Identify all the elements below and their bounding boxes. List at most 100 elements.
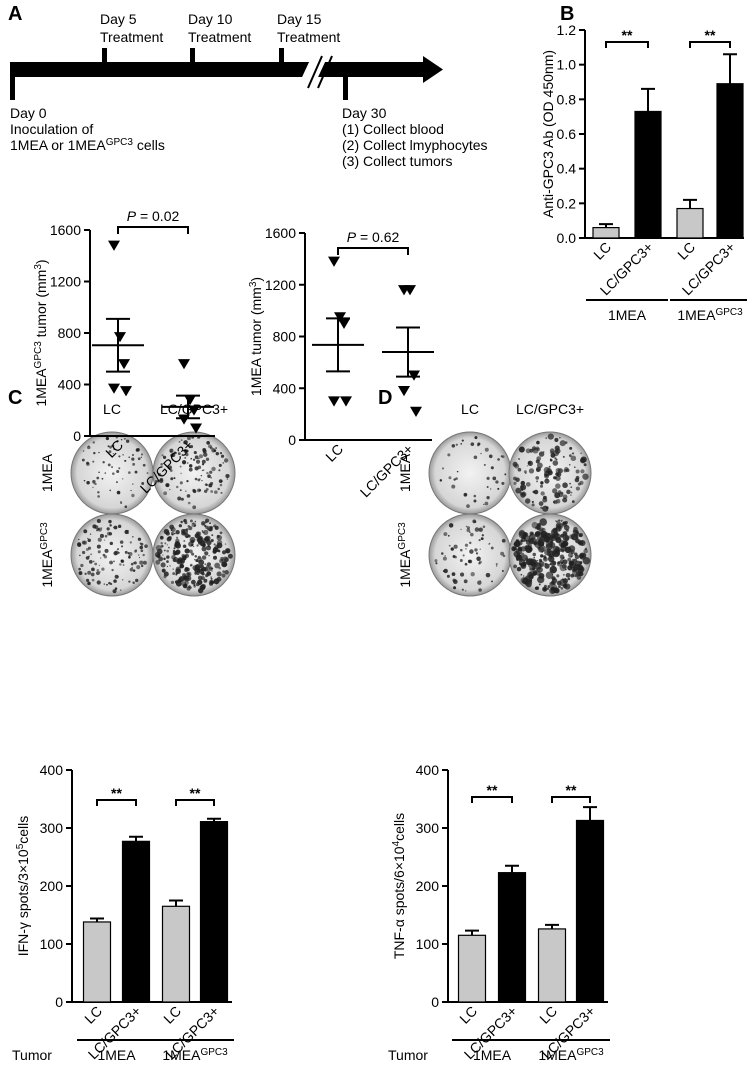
text-part: 1MEA tumor (mm — [248, 287, 264, 396]
spot — [554, 457, 557, 460]
spot — [496, 565, 498, 567]
spot — [188, 549, 193, 554]
spot — [101, 567, 105, 571]
spot — [202, 523, 205, 525]
spot — [517, 540, 523, 546]
spot — [474, 548, 478, 552]
spot — [210, 576, 212, 578]
y-tick-label: 0.0 — [557, 230, 577, 246]
superscript: GPC3 — [576, 1047, 604, 1058]
point — [108, 240, 120, 251]
spot — [140, 456, 143, 459]
spot — [192, 522, 195, 525]
timeline-text: 1MEA or 1MEAGPC3 cells — [10, 137, 165, 154]
spot — [539, 518, 547, 526]
spot — [189, 536, 196, 543]
spot — [107, 445, 110, 448]
spot — [216, 571, 222, 577]
spot — [559, 564, 567, 572]
spot — [136, 565, 141, 570]
error-bar — [641, 87, 655, 112]
spot — [214, 490, 218, 494]
spot — [575, 530, 579, 534]
spot — [168, 546, 170, 549]
superscript: 3 — [33, 264, 44, 270]
spot — [580, 452, 582, 454]
spot — [186, 567, 190, 572]
spot — [156, 479, 160, 483]
spot — [441, 552, 444, 555]
spot — [559, 436, 561, 439]
y-axis-label: Anti-GPC3 Ab (OD 450nm) — [540, 50, 556, 218]
spot — [116, 469, 120, 474]
spot — [96, 529, 99, 532]
column-label: LC/GPC3+ — [516, 401, 584, 417]
timeline-day: Day 0 — [10, 105, 47, 121]
spot — [544, 584, 547, 588]
spot — [92, 560, 95, 563]
y-axis-label: 1MEA tumor (mm3) — [248, 277, 265, 396]
spot — [122, 564, 125, 567]
spot — [448, 544, 451, 547]
spot — [562, 455, 565, 458]
italic-part: P — [347, 229, 357, 245]
spot — [536, 447, 540, 452]
spot — [77, 542, 82, 547]
spot — [182, 583, 188, 589]
spot — [555, 468, 561, 473]
spot — [500, 455, 503, 458]
spot — [576, 536, 579, 540]
spot — [558, 529, 561, 531]
spot — [207, 474, 211, 478]
spot — [92, 460, 95, 463]
spot — [520, 480, 526, 486]
spot — [185, 449, 189, 453]
spot — [547, 433, 554, 440]
spot — [465, 590, 467, 592]
point — [190, 423, 202, 434]
spot — [224, 458, 229, 463]
spot — [156, 548, 163, 555]
bracket — [175, 799, 215, 806]
spot — [555, 458, 558, 461]
point — [340, 396, 352, 407]
spot — [188, 464, 193, 468]
spot — [127, 552, 130, 555]
spot — [124, 550, 128, 554]
error-bar — [207, 817, 221, 822]
spot — [180, 520, 184, 524]
spot — [224, 543, 227, 545]
spot — [186, 494, 191, 498]
spot — [224, 570, 229, 575]
timeline-day: Day 10 — [188, 11, 233, 27]
point — [178, 359, 190, 370]
spot — [570, 455, 577, 462]
spot — [575, 538, 581, 544]
y-tick-label: 1.0 — [557, 57, 577, 73]
text-part: 1MEA — [39, 549, 55, 588]
spot — [571, 452, 574, 455]
spot — [450, 547, 454, 551]
text-part: cells — [133, 137, 165, 153]
point — [328, 256, 340, 267]
spot — [165, 483, 170, 488]
spot — [575, 469, 580, 474]
spot — [118, 455, 121, 458]
spot — [442, 556, 447, 561]
spot — [101, 477, 104, 480]
spot — [161, 454, 164, 457]
spot — [447, 453, 451, 457]
y-tick-label: 0.8 — [557, 91, 577, 107]
spot — [550, 580, 555, 585]
spot — [529, 531, 534, 536]
spot — [583, 548, 588, 554]
spot — [490, 466, 494, 470]
spot — [474, 520, 477, 523]
panel-label: C — [8, 387, 22, 409]
spot — [201, 546, 207, 552]
spot — [176, 485, 179, 489]
spot — [113, 560, 115, 563]
spot — [159, 478, 164, 484]
spot — [83, 529, 88, 534]
spot — [552, 450, 559, 457]
